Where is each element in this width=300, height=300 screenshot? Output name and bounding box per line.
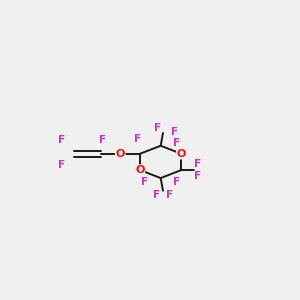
Text: F: F <box>153 190 160 200</box>
Text: O: O <box>177 149 186 159</box>
Text: F: F <box>58 160 65 170</box>
Text: O: O <box>116 149 125 159</box>
Text: O: O <box>135 165 145 175</box>
Text: F: F <box>134 134 141 145</box>
Text: F: F <box>170 127 178 137</box>
Text: F: F <box>154 123 161 133</box>
Text: F: F <box>141 177 148 187</box>
Text: F: F <box>194 171 201 182</box>
Text: F: F <box>173 138 180 148</box>
Text: F: F <box>99 135 106 145</box>
Text: F: F <box>173 177 180 187</box>
Text: F: F <box>194 158 201 169</box>
Text: F: F <box>166 190 173 200</box>
Text: F: F <box>58 135 65 146</box>
